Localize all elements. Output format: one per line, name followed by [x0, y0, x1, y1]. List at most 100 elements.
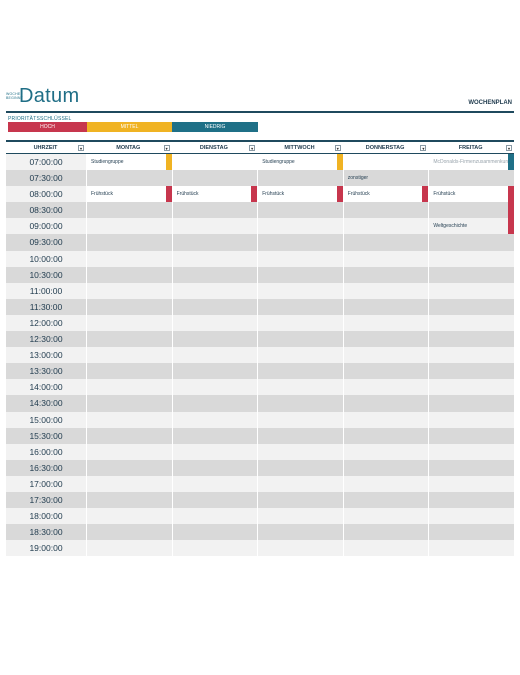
- schedule-cell[interactable]: [342, 443, 429, 460]
- schedule-cell[interactable]: [171, 202, 258, 219]
- schedule-cell[interactable]: [171, 524, 258, 541]
- schedule-cell[interactable]: [257, 250, 343, 267]
- schedule-cell[interactable]: [86, 427, 172, 444]
- time-cell[interactable]: 14:00:00: [29, 382, 63, 393]
- schedule-cell[interactable]: [342, 363, 429, 380]
- schedule-cell[interactable]: [171, 540, 258, 557]
- time-cell[interactable]: 13:00:00: [29, 350, 63, 361]
- schedule-cell[interactable]: [86, 491, 172, 509]
- schedule-cell[interactable]: [86, 363, 172, 380]
- schedule-cell[interactable]: [428, 282, 514, 299]
- schedule-cell[interactable]: [171, 234, 258, 251]
- schedule-cell[interactable]: [428, 250, 514, 267]
- time-cell[interactable]: 10:30:00: [29, 269, 63, 280]
- schedule-cell[interactable]: [257, 331, 343, 348]
- filter-dropdown-icon[interactable]: ▾: [78, 145, 84, 151]
- schedule-cell[interactable]: [428, 331, 514, 348]
- time-cell[interactable]: 14:30:00: [29, 398, 63, 409]
- schedule-cell[interactable]: [257, 508, 343, 525]
- schedule-cell[interactable]: [257, 443, 343, 460]
- time-cell[interactable]: 17:30:00: [29, 494, 63, 505]
- schedule-cell[interactable]: Weltgeschichte: [428, 218, 514, 235]
- schedule-cell[interactable]: [428, 411, 514, 428]
- schedule-cell[interactable]: [428, 379, 514, 396]
- schedule-cell[interactable]: [86, 475, 172, 492]
- time-cell[interactable]: 18:30:00: [29, 527, 63, 538]
- schedule-cell[interactable]: [171, 298, 258, 315]
- schedule-cell[interactable]: [257, 266, 343, 283]
- schedule-cell[interactable]: [342, 202, 429, 219]
- schedule-cell[interactable]: [86, 524, 172, 541]
- schedule-cell[interactable]: [86, 266, 172, 283]
- schedule-cell[interactable]: [342, 427, 429, 444]
- schedule-cell[interactable]: [86, 282, 172, 299]
- time-cell[interactable]: 11:30:00: [29, 301, 63, 312]
- schedule-cell[interactable]: [342, 234, 429, 251]
- time-cell[interactable]: 07:30:00: [29, 173, 63, 184]
- schedule-cell[interactable]: [257, 459, 343, 476]
- schedule-cell[interactable]: [428, 298, 514, 315]
- schedule-cell[interactable]: [257, 298, 343, 315]
- schedule-cell[interactable]: [342, 395, 429, 412]
- schedule-cell[interactable]: [171, 443, 258, 460]
- schedule-cell[interactable]: [86, 298, 172, 315]
- schedule-cell[interactable]: [171, 427, 258, 444]
- schedule-cell[interactable]: [86, 540, 172, 557]
- schedule-cell[interactable]: [171, 314, 258, 332]
- schedule-cell[interactable]: [428, 347, 514, 364]
- schedule-cell[interactable]: [86, 459, 172, 476]
- schedule-cell[interactable]: [86, 508, 172, 525]
- schedule-cell[interactable]: [171, 266, 258, 283]
- schedule-cell[interactable]: [428, 395, 514, 412]
- schedule-cell[interactable]: [86, 331, 172, 348]
- schedule-cell[interactable]: [428, 475, 514, 492]
- schedule-cell[interactable]: [257, 234, 343, 251]
- filter-dropdown-icon[interactable]: ▾: [420, 145, 427, 151]
- time-cell[interactable]: 12:00:00: [29, 317, 63, 328]
- schedule-cell[interactable]: [342, 218, 429, 235]
- schedule-cell[interactable]: [257, 218, 343, 235]
- schedule-cell[interactable]: [342, 331, 429, 348]
- schedule-cell[interactable]: [171, 459, 258, 476]
- schedule-cell[interactable]: [342, 459, 429, 476]
- schedule-cell[interactable]: [171, 475, 258, 492]
- page-title[interactable]: Datum: [19, 85, 80, 107]
- schedule-cell[interactable]: [171, 282, 258, 299]
- schedule-cell[interactable]: [86, 234, 172, 251]
- schedule-cell[interactable]: [86, 443, 172, 460]
- schedule-cell[interactable]: [428, 202, 514, 219]
- schedule-cell[interactable]: [257, 491, 343, 509]
- schedule-cell[interactable]: [257, 475, 343, 492]
- schedule-cell[interactable]: [171, 508, 258, 525]
- schedule-cell[interactable]: [342, 411, 429, 428]
- schedule-cell[interactable]: [342, 491, 429, 509]
- schedule-cell[interactable]: Frühstück: [86, 186, 172, 203]
- time-cell[interactable]: 08:30:00: [29, 205, 63, 216]
- schedule-cell[interactable]: [428, 524, 514, 541]
- schedule-cell[interactable]: [342, 282, 429, 299]
- schedule-cell[interactable]: [171, 379, 258, 396]
- schedule-cell[interactable]: [171, 395, 258, 412]
- schedule-cell[interactable]: [86, 170, 172, 187]
- schedule-cell[interactable]: [171, 170, 258, 187]
- schedule-cell[interactable]: [171, 218, 258, 235]
- schedule-cell[interactable]: Frühstück: [257, 186, 343, 203]
- schedule-cell[interactable]: [342, 540, 429, 557]
- schedule-cell[interactable]: [86, 218, 172, 235]
- time-cell[interactable]: 09:30:00: [29, 237, 63, 248]
- schedule-cell[interactable]: [257, 363, 343, 380]
- schedule-cell[interactable]: [428, 234, 514, 251]
- schedule-cell[interactable]: [171, 347, 258, 364]
- filter-dropdown-icon[interactable]: ▾: [505, 145, 512, 151]
- schedule-cell[interactable]: [342, 314, 429, 332]
- schedule-cell[interactable]: Studiengruppe: [257, 154, 343, 171]
- schedule-cell[interactable]: [171, 491, 258, 509]
- schedule-cell[interactable]: [86, 202, 172, 219]
- time-cell[interactable]: 11:00:00: [29, 285, 63, 296]
- time-cell[interactable]: 19:00:00: [29, 543, 63, 554]
- time-cell[interactable]: 10:00:00: [29, 253, 63, 264]
- time-cell[interactable]: 17:00:00: [29, 478, 63, 489]
- schedule-cell[interactable]: [257, 314, 343, 332]
- schedule-cell[interactable]: [86, 379, 172, 396]
- schedule-cell[interactable]: McDonalds-Firmenzusammenkunft: [428, 154, 514, 171]
